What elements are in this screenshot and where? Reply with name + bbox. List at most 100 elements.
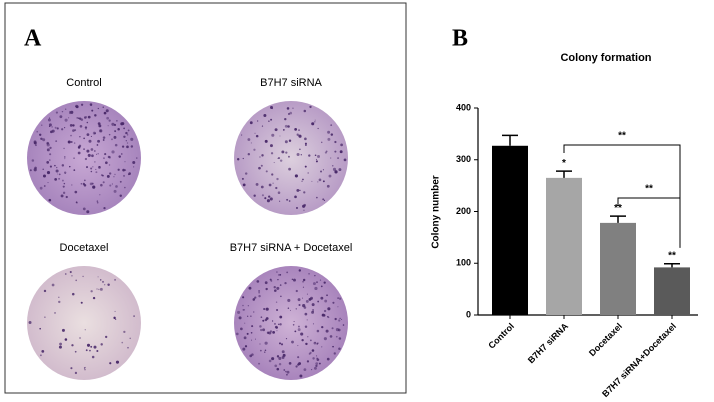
colony — [75, 201, 78, 203]
colony — [273, 161, 275, 164]
colony — [297, 356, 300, 359]
colony — [51, 126, 53, 128]
colony — [83, 148, 85, 150]
colony — [106, 116, 110, 120]
colony — [58, 345, 62, 349]
colony — [331, 327, 334, 330]
colony — [322, 313, 326, 317]
colony — [43, 174, 46, 178]
y-tick-label: 400 — [456, 102, 471, 112]
colony — [241, 177, 244, 180]
error-bar — [610, 215, 626, 223]
colony — [304, 142, 307, 145]
colony — [292, 107, 294, 109]
colony — [64, 158, 66, 160]
colony — [257, 120, 259, 122]
colony — [106, 174, 110, 178]
colony — [316, 358, 320, 362]
colony — [259, 343, 261, 345]
colony — [314, 286, 318, 291]
colony — [87, 153, 91, 157]
colony — [63, 147, 65, 150]
colony — [90, 148, 94, 151]
colony — [67, 140, 71, 144]
colony — [69, 110, 71, 113]
colony — [269, 144, 273, 148]
colony — [48, 123, 52, 127]
colony — [259, 325, 262, 328]
colony — [323, 281, 326, 284]
colony — [62, 185, 65, 188]
colony — [312, 357, 315, 360]
colony — [318, 362, 321, 365]
colony — [90, 290, 93, 293]
colony — [55, 140, 58, 142]
colony — [72, 124, 75, 127]
colony — [125, 140, 127, 142]
colony — [295, 308, 298, 310]
error-bar — [556, 170, 572, 178]
colony — [121, 341, 124, 344]
colony — [311, 303, 315, 307]
colony — [92, 185, 96, 189]
colony — [56, 166, 58, 169]
colony — [308, 272, 310, 275]
colony — [302, 280, 304, 283]
colony — [270, 280, 273, 282]
colony — [330, 124, 333, 126]
colony — [43, 185, 46, 187]
y-tick-label: 200 — [456, 206, 471, 216]
colony — [271, 320, 274, 322]
colony — [281, 350, 285, 354]
colony — [261, 194, 264, 197]
colony — [280, 343, 284, 346]
colony — [300, 332, 304, 336]
colony — [90, 167, 93, 170]
colony — [268, 359, 272, 363]
colony — [296, 206, 298, 209]
colony — [338, 347, 341, 350]
colony — [254, 132, 256, 134]
colony — [260, 328, 263, 332]
colony — [59, 342, 62, 346]
colony — [302, 178, 304, 181]
colony — [316, 343, 319, 345]
colony — [274, 289, 277, 292]
colony — [321, 141, 323, 144]
colony — [247, 305, 250, 307]
colony — [33, 168, 37, 172]
colony — [301, 180, 303, 182]
colony — [322, 198, 325, 201]
colony — [107, 283, 110, 287]
colony — [288, 362, 292, 365]
colony — [111, 183, 113, 185]
colony — [294, 174, 298, 178]
colony — [296, 188, 300, 192]
chart-title: Colony formation — [560, 52, 651, 64]
colony — [86, 210, 90, 214]
colony — [338, 168, 342, 172]
colony — [102, 139, 105, 141]
colony — [333, 352, 336, 355]
colony — [249, 121, 253, 125]
colony — [86, 343, 91, 347]
colony — [70, 134, 72, 137]
colony — [264, 351, 266, 353]
colony — [324, 299, 328, 303]
colony — [340, 143, 343, 147]
colony — [86, 121, 89, 124]
colony — [103, 206, 106, 210]
colony — [42, 168, 44, 170]
significance-label: ** — [668, 250, 676, 261]
colony — [105, 161, 108, 165]
colony — [322, 180, 325, 183]
colony — [105, 109, 109, 113]
colony — [294, 195, 297, 199]
colony — [271, 173, 274, 176]
colony — [109, 172, 112, 175]
colony — [291, 340, 294, 344]
colony — [242, 347, 246, 351]
colony — [244, 172, 248, 175]
colony — [97, 139, 101, 143]
colony — [282, 353, 286, 357]
